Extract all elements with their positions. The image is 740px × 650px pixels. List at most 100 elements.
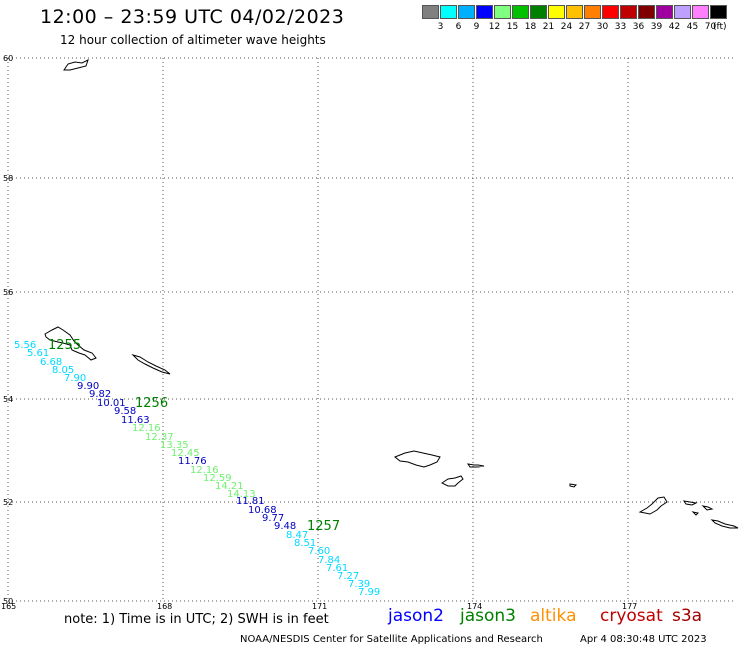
coastline-aleutian-4 bbox=[569, 483, 578, 488]
scale-swatch bbox=[512, 5, 529, 19]
pass-time-label: 1256 bbox=[135, 396, 168, 411]
footer-note: note: 1) Time is in UTC; 2) SWH is in fe… bbox=[64, 612, 329, 627]
longitude-label: 174 bbox=[467, 602, 482, 611]
scale-swatch bbox=[548, 5, 565, 19]
scale-label: 42 bbox=[668, 22, 681, 32]
wave-height-label: 7.84 bbox=[318, 555, 340, 566]
credit-line: NOAA/NESDIS Center for Satellite Applica… bbox=[240, 634, 543, 645]
wave-height-label: 5.61 bbox=[27, 348, 49, 359]
wave-height-label: 11.81 bbox=[236, 496, 265, 507]
longitude-label: 177 bbox=[622, 602, 637, 611]
scale-label: 24 bbox=[560, 22, 573, 32]
scale-label: 3 bbox=[437, 22, 444, 32]
wave-height-label: 13.35 bbox=[160, 440, 189, 451]
wave-height-label: 7.90 bbox=[64, 373, 86, 384]
scale-label: 6 bbox=[455, 22, 462, 32]
wave-height-label: 14.13 bbox=[227, 489, 256, 500]
coastline-aleutian-1 bbox=[394, 450, 441, 468]
coastline-aleutian-8 bbox=[710, 519, 739, 529]
scale-swatch bbox=[602, 5, 619, 19]
coastline-island-east bbox=[131, 353, 171, 375]
coastline-island-west bbox=[44, 326, 97, 361]
wave-height-label: 7.61 bbox=[326, 563, 348, 574]
time-labels: 1255 1256 1257 bbox=[48, 338, 340, 534]
scale-swatch bbox=[476, 5, 493, 19]
coastline-north-island bbox=[63, 59, 89, 71]
satellite-legend-cryosat: cryosat bbox=[600, 606, 663, 626]
wave-height-label: 8.05 bbox=[52, 365, 74, 376]
longitude-label: 168 bbox=[157, 602, 172, 611]
scale-label: 21 bbox=[542, 22, 555, 32]
latitude-label: 60 bbox=[3, 54, 13, 63]
map-subtitle: 12 hour collection of altimeter wave hei… bbox=[60, 33, 326, 47]
scale-swatch bbox=[692, 5, 709, 19]
satellite-legend-jason2: jason2 bbox=[388, 606, 444, 626]
longitude-label: 171 bbox=[312, 602, 327, 611]
wave-height-label: 7.60 bbox=[308, 546, 330, 557]
graticule bbox=[7, 57, 735, 602]
wave-height-label: 5.56 bbox=[14, 340, 36, 351]
wave-height-label: 9.48 bbox=[274, 521, 296, 532]
coastline-aleutian-5 bbox=[638, 496, 668, 515]
latitude-label: 50 bbox=[3, 597, 13, 606]
scale-swatch bbox=[458, 5, 475, 19]
pass-time-label: 1257 bbox=[307, 519, 340, 534]
wave-height-label: 12.45 bbox=[171, 448, 200, 459]
wave-height-label: 9.82 bbox=[89, 389, 111, 400]
wave-height-label: 11.76 bbox=[178, 456, 207, 467]
scale-swatch bbox=[494, 5, 511, 19]
satellite-legend-altika: altika bbox=[530, 606, 577, 626]
wave-height-label: 9.77 bbox=[262, 513, 284, 524]
satellite-legend-s3a: s3a bbox=[672, 606, 703, 626]
generated-timestamp: Apr 4 08:30:48 UTC 2023 bbox=[580, 634, 707, 645]
map-title: 12:00 – 23:59 UTC 04/02/2023 bbox=[40, 6, 345, 28]
scale-swatch bbox=[584, 5, 601, 19]
scale-label: 15 bbox=[506, 22, 519, 32]
wave-height-label: 6.68 bbox=[40, 357, 62, 368]
wave-height-label: 8.51 bbox=[294, 538, 316, 549]
scale-label: 9 bbox=[473, 22, 480, 32]
wave-height-label: 7.27 bbox=[337, 571, 359, 582]
coastline-aleutian-9 bbox=[691, 511, 700, 516]
scale-label: 12 bbox=[488, 22, 501, 32]
scale-label: 33 bbox=[614, 22, 627, 32]
latitude-label: 54 bbox=[3, 395, 13, 404]
scale-swatch bbox=[638, 5, 655, 19]
latitude-label: 56 bbox=[3, 288, 13, 297]
wave-height-label: 7.39 bbox=[348, 579, 370, 590]
scale-unit: (ft) bbox=[713, 22, 727, 32]
wave-height-label: 14.21 bbox=[215, 481, 244, 492]
scale-swatch bbox=[530, 5, 547, 19]
scale-label: 70 bbox=[704, 22, 717, 32]
wave-height-label: 12.16 bbox=[190, 465, 219, 476]
scale-swatch bbox=[656, 5, 673, 19]
latitude-label: 52 bbox=[3, 498, 13, 507]
wave-height-label: 11.63 bbox=[121, 415, 150, 426]
wave-height-label: 8.47 bbox=[286, 530, 308, 541]
wave-height-label: 7.99 bbox=[358, 587, 380, 598]
wave-height-label: 12.59 bbox=[203, 473, 232, 484]
coastline-aleutian-2 bbox=[441, 475, 464, 487]
scale-swatch bbox=[566, 5, 583, 19]
scale-swatch bbox=[710, 5, 727, 19]
satellite-track: 5.565.616.688.057.909.909.8210.019.5811.… bbox=[14, 340, 380, 598]
scale-label: 27 bbox=[578, 22, 591, 32]
pass-time-label: 1255 bbox=[48, 338, 81, 353]
wave-height-label: 10.01 bbox=[97, 398, 126, 409]
scale-swatch bbox=[440, 5, 457, 19]
coastline-aleutian-7 bbox=[701, 505, 714, 511]
scale-label: 18 bbox=[524, 22, 537, 32]
scale-label: 39 bbox=[650, 22, 663, 32]
longitude-label: 165 bbox=[1, 602, 16, 611]
scale-label: 45 bbox=[686, 22, 699, 32]
scale-swatch bbox=[620, 5, 637, 19]
scale-label: 36 bbox=[632, 22, 645, 32]
coastline-aleutian-3 bbox=[466, 463, 485, 468]
coastline-aleutian-6 bbox=[682, 500, 698, 506]
wave-height-label: 9.58 bbox=[114, 406, 136, 417]
wave-height-label: 12.16 bbox=[132, 423, 161, 434]
coastline bbox=[44, 59, 739, 529]
latitude-label: 58 bbox=[3, 174, 13, 183]
